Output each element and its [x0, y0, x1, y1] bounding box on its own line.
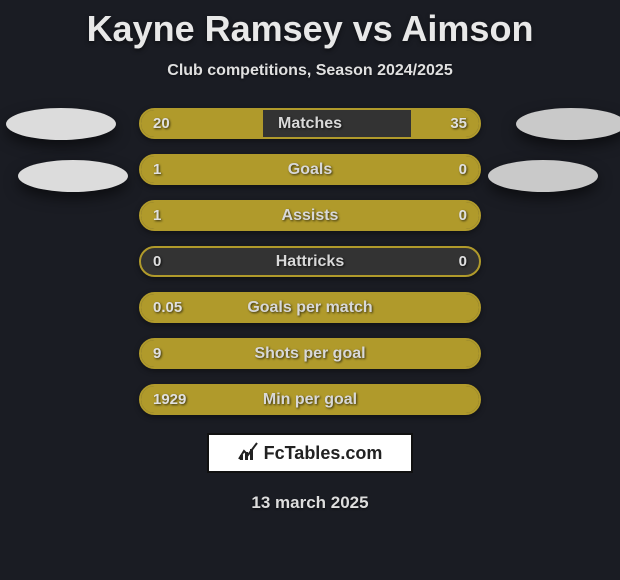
comparison-chart: Matches2035Goals10Assists10Hattricks00Go…	[0, 108, 620, 415]
stat-value-right: 35	[438, 110, 479, 137]
stat-value-left: 9	[141, 340, 173, 367]
stat-row: Hattricks0 0	[139, 246, 481, 277]
player-badge-left-2	[18, 160, 128, 192]
stat-value-left: 0	[141, 248, 173, 275]
player-badge-right-2	[488, 160, 598, 192]
stat-row: Goals per match0.05	[139, 292, 481, 323]
stat-value-right: 0	[447, 202, 479, 229]
stat-value-right: 0	[447, 248, 479, 275]
stat-label: Matches	[141, 110, 479, 137]
stat-value-left: 0.05	[141, 294, 194, 321]
stat-label: Goals	[141, 156, 479, 183]
source-logo: FcTables.com	[207, 433, 413, 473]
stat-row: Goals1 0	[139, 154, 481, 185]
snapshot-date: 13 march 2025	[0, 493, 620, 513]
player-badge-right-1	[516, 108, 620, 140]
player-badge-left-1	[6, 108, 116, 140]
stat-value-left: 1	[141, 156, 173, 183]
stat-rows: Matches2035Goals10Assists10Hattricks00Go…	[139, 108, 481, 415]
chart-icon	[238, 441, 258, 466]
logo-text: FcTables.com	[264, 443, 383, 464]
stat-row: Assists1 0	[139, 200, 481, 231]
subtitle: Club competitions, Season 2024/2025	[0, 62, 620, 80]
stat-value-left: 20	[141, 110, 182, 137]
stat-row: Shots per goal9	[139, 338, 481, 369]
stat-value-left: 1929	[141, 386, 198, 413]
stat-label: Shots per goal	[141, 340, 479, 367]
page-title: Kayne Ramsey vs Aimson	[0, 0, 620, 50]
stat-label: Assists	[141, 202, 479, 229]
stat-row: Matches20 35	[139, 108, 481, 139]
stat-value-left: 1	[141, 202, 173, 229]
stat-row: Min per goal1929	[139, 384, 481, 415]
stat-value-right: 0	[447, 156, 479, 183]
stat-label: Hattricks	[141, 248, 479, 275]
